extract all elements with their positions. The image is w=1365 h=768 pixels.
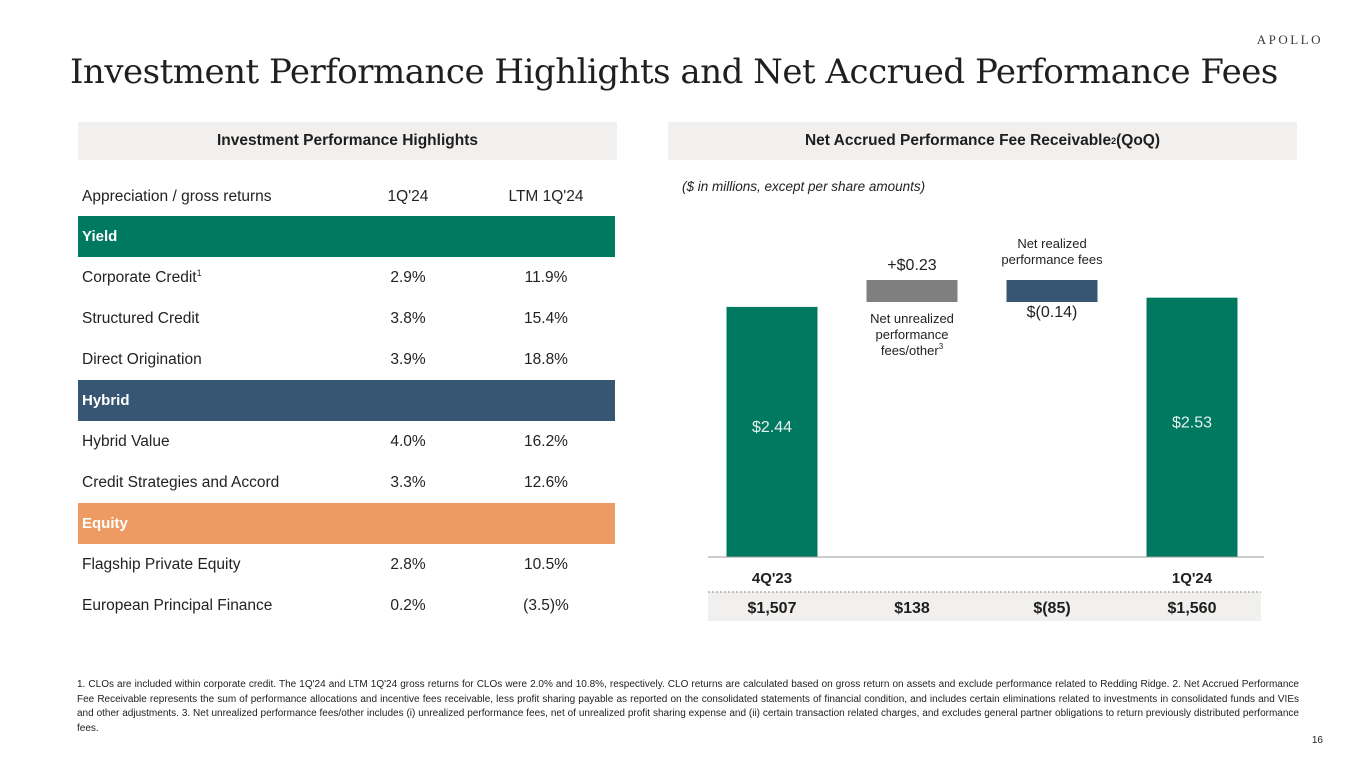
bar-caption: Net unrealized xyxy=(870,311,954,326)
bar-value-label: $(0.14) xyxy=(1027,304,1078,321)
ltm-return: 18.8% xyxy=(524,350,568,368)
waterfall-chart: $2.44 +$0.23 Net unrealizedperformancefees… xyxy=(708,236,1264,621)
strategy-name: European Principal Finance xyxy=(82,596,273,614)
waterfall-bar xyxy=(1006,280,1098,302)
x-tick-label: 1Q'24 xyxy=(1172,570,1213,587)
waterfall-bar xyxy=(1146,297,1238,557)
strategy-name: Credit Strategies and Accord xyxy=(82,473,280,491)
bar-value-label: $2.44 xyxy=(752,419,792,436)
group-row-equity: Equity xyxy=(78,503,615,544)
table-row: Flagship Private Equity 2.8% 10.5% xyxy=(78,544,615,585)
x-tick-label: 4Q'23 xyxy=(752,570,792,587)
column-header-ltm: LTM 1Q'24 xyxy=(508,188,584,205)
amount-label: $1,507 xyxy=(748,600,797,617)
quarter-return: 2.8% xyxy=(390,555,426,573)
table-row: Credit Strategies and Accord 3.3% 12.6% xyxy=(78,462,615,503)
fee-receivable-header-suffix: (QoQ) xyxy=(1116,132,1161,149)
quarter-return: 3.3% xyxy=(390,473,426,491)
table-row: Hybrid Value 4.0% 16.2% xyxy=(78,421,615,462)
amount-label: $(85) xyxy=(1033,600,1070,617)
ltm-return: (3.5)% xyxy=(523,596,569,614)
group-row-yield: Yield xyxy=(78,216,615,257)
apollo-logo: APOLLO xyxy=(1256,32,1323,47)
footnote-ref-3: 3 xyxy=(939,342,944,351)
strategy-name-cell: Corporate Credit1 xyxy=(78,257,339,298)
page-number: 16 xyxy=(1311,735,1323,746)
bar-caption: performance fees xyxy=(1001,252,1103,267)
waterfall-bar xyxy=(726,306,818,557)
bar-caption: fees/other3 xyxy=(881,342,944,358)
performance-table: Appreciation / gross returns 1Q'24 LTM 1… xyxy=(78,178,615,626)
quarter-return: 0.2% xyxy=(390,596,426,614)
group-label: Hybrid xyxy=(78,380,615,421)
column-header-label: Appreciation / gross returns xyxy=(82,188,272,205)
table-header-row: Appreciation / gross returns 1Q'24 LTM 1… xyxy=(78,178,615,216)
table-row: Structured Credit 3.8% 15.4% xyxy=(78,298,615,339)
page-title: Investment Performance Highlights and Ne… xyxy=(70,52,1278,92)
quarter-return: 3.8% xyxy=(390,309,426,327)
bar-value-label: $2.53 xyxy=(1172,414,1212,431)
strategy-name: Hybrid Value xyxy=(82,432,170,450)
quarter-return: 2.9% xyxy=(390,268,426,286)
fee-receivable-header-text: Net Accrued Performance Fee Receivable xyxy=(804,132,1112,149)
footnote-ref-1: 1 xyxy=(196,267,202,278)
ltm-return: 16.2% xyxy=(524,432,568,450)
amounts-strip xyxy=(708,592,1261,621)
strategy-name: Structured Credit xyxy=(82,309,200,327)
strategy-name: Direct Origination xyxy=(82,350,202,368)
quarter-return: 4.0% xyxy=(390,432,426,450)
ltm-return: 15.4% xyxy=(524,309,568,327)
table-row: European Principal Finance 0.2% (3.5)% xyxy=(78,585,615,626)
group-label: Equity xyxy=(78,503,615,544)
footnotes: 1. CLOs are included within corporate cr… xyxy=(77,679,1299,734)
quarter-return: 3.9% xyxy=(390,350,426,368)
amount-label: $138 xyxy=(894,600,930,617)
investment-highlights-header: Investment Performance Highlights xyxy=(78,122,617,160)
table-row: Direct Origination 3.9% 18.8% xyxy=(78,339,615,380)
footnote-ref-2: 2 xyxy=(1111,136,1117,146)
strategy-name: Corporate Credit xyxy=(82,269,197,287)
ltm-return: 11.9% xyxy=(524,268,568,286)
group-row-hybrid: Hybrid xyxy=(78,380,615,421)
column-header-quarter: 1Q'24 xyxy=(387,188,429,205)
amount-label: $1,560 xyxy=(1168,600,1217,617)
table-row: Corporate Credit1 2.9% 11.9% xyxy=(78,257,615,298)
waterfall-bar xyxy=(866,280,958,302)
bar-caption: Net realized xyxy=(1017,236,1086,251)
fee-receivable-header: Net Accrued Performance Fee Receivable 2 … xyxy=(668,122,1297,160)
ltm-return: 10.5% xyxy=(524,555,568,573)
bar-value-label: +$0.23 xyxy=(887,257,936,274)
bar-caption: performance xyxy=(876,327,949,342)
strategy-name: Flagship Private Equity xyxy=(82,555,241,573)
units-note: ($ in millions, except per share amounts… xyxy=(682,179,926,194)
group-label: Yield xyxy=(78,216,615,257)
ltm-return: 12.6% xyxy=(524,473,568,491)
